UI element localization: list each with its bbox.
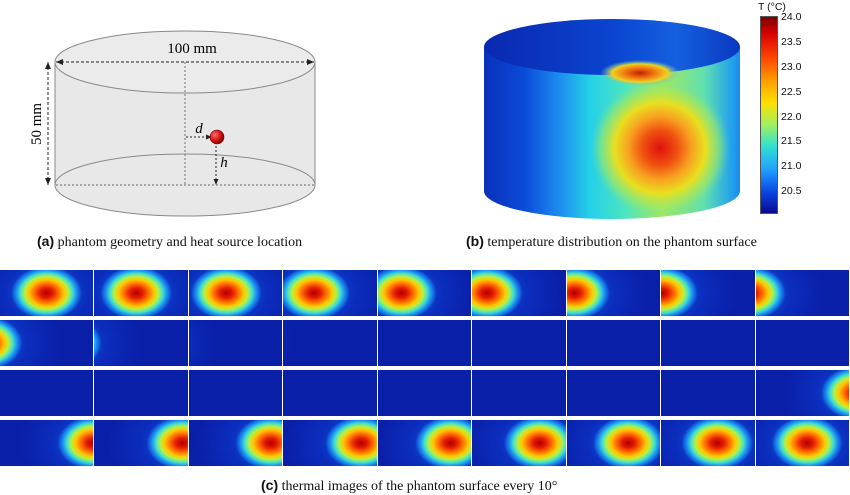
thermal-frame <box>377 370 472 416</box>
heat-source <box>209 129 225 145</box>
phantom-geometry-diagram: 100 mm 50 mm d h <box>29 30 316 217</box>
thermal-frame <box>377 270 472 316</box>
thermal-image-grid <box>0 270 850 472</box>
panel-c-caption: (c) thermal images of the phantom surfac… <box>261 477 557 495</box>
thermal-frame <box>377 420 472 466</box>
panel-c-label: (c) <box>261 477 279 493</box>
panel-b-caption-text: temperature distribution on the phantom … <box>487 235 757 250</box>
height-label: 50 mm <box>29 103 45 145</box>
thermal-frame <box>188 370 283 416</box>
thermal-frame <box>566 370 661 416</box>
thermal-frame <box>472 270 566 316</box>
thermal-frame <box>0 270 94 316</box>
colorbar <box>760 16 778 214</box>
panel-b-caption: (b) temperature distribution on the phan… <box>466 233 757 251</box>
thermal-frame <box>377 320 472 366</box>
h-label: h <box>220 155 228 171</box>
thermal-frame <box>94 370 188 416</box>
colorbar-tick: 22.5 <box>781 86 802 98</box>
thermal-frame <box>0 370 94 416</box>
colorbar-tick: 20.5 <box>781 185 802 197</box>
top-edge-hot-spot <box>600 60 680 86</box>
thermal-frame <box>188 270 283 316</box>
thermal-frame <box>755 420 849 466</box>
thermal-frame <box>283 320 377 366</box>
colorbar-tick: 22.0 <box>781 111 802 123</box>
thermal-frame <box>755 370 849 416</box>
colorbar-tick: 23.5 <box>781 36 802 48</box>
thermal-frame <box>661 370 755 416</box>
thermal-frame <box>566 420 661 466</box>
thermal-frame <box>94 270 188 316</box>
colorbar-title: T (°C) <box>758 1 786 13</box>
diameter-label: 100 mm <box>167 41 217 57</box>
cylinder-bottom-front <box>54 184 316 217</box>
hot-spot <box>590 78 730 218</box>
thermal-frame <box>661 420 755 466</box>
thermal-frame <box>661 320 755 366</box>
thermal-frame <box>283 270 377 316</box>
colorbar-tick: 24.0 <box>781 11 802 23</box>
panel-c-caption-text: thermal images of the phantom surface ev… <box>281 479 558 494</box>
thermal-frame <box>472 370 566 416</box>
thermal-frame <box>472 420 566 466</box>
thermal-frame <box>0 320 94 366</box>
colorbar-tick: 23.0 <box>781 61 802 73</box>
thermal-frame <box>94 420 188 466</box>
panel-a-caption: (a) phantom geometry and heat source loc… <box>37 233 302 251</box>
thermal-frame <box>661 270 755 316</box>
colorbar-tick: 21.0 <box>781 160 802 172</box>
thermal-frame <box>283 420 377 466</box>
temperature-cylinder <box>484 19 740 219</box>
panel-b-label: (b) <box>466 233 484 249</box>
thermal-frame <box>755 320 849 366</box>
panel-a-caption-text: phantom geometry and heat source locatio… <box>57 235 303 250</box>
panel-a-label: (a) <box>37 233 55 249</box>
thermal-frame <box>94 320 188 366</box>
thermal-frame <box>188 420 283 466</box>
thermal-frame <box>188 320 283 366</box>
d-label: d <box>195 121 203 137</box>
thermal-frame <box>0 420 94 466</box>
thermal-frame <box>755 270 849 316</box>
thermal-frame <box>566 270 661 316</box>
thermal-frame <box>566 320 661 366</box>
thermal-frame <box>472 320 566 366</box>
colorbar-tick: 21.5 <box>781 135 802 147</box>
thermal-frame <box>283 370 377 416</box>
cylinder-top-surface <box>484 19 740 75</box>
